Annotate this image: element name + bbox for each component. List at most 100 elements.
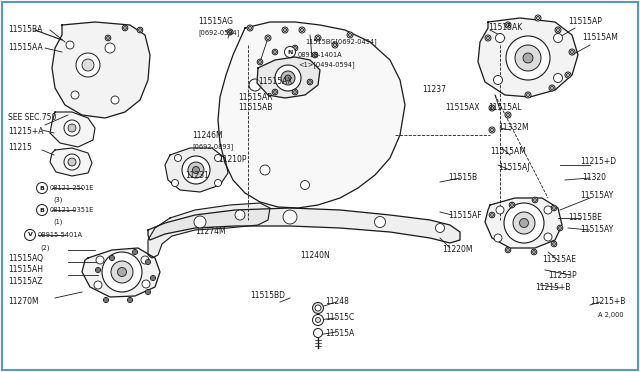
Circle shape: [111, 96, 119, 104]
Circle shape: [495, 33, 504, 42]
Circle shape: [506, 113, 509, 116]
Circle shape: [129, 299, 131, 301]
Circle shape: [532, 251, 536, 253]
Circle shape: [554, 74, 563, 83]
Polygon shape: [165, 148, 228, 192]
Circle shape: [299, 27, 305, 33]
Circle shape: [145, 260, 150, 264]
Text: V: V: [28, 232, 33, 237]
Circle shape: [496, 206, 504, 214]
Circle shape: [520, 218, 529, 228]
Circle shape: [435, 224, 445, 232]
Circle shape: [194, 216, 206, 228]
Circle shape: [494, 234, 502, 242]
Text: 11253P: 11253P: [548, 270, 577, 279]
Text: SEE SEC.750: SEE SEC.750: [8, 113, 56, 122]
Circle shape: [260, 165, 270, 175]
Circle shape: [127, 298, 132, 302]
Circle shape: [317, 36, 319, 39]
Circle shape: [509, 202, 515, 208]
Polygon shape: [50, 112, 95, 147]
Circle shape: [105, 43, 115, 53]
Circle shape: [71, 91, 79, 99]
Text: 11515AX: 11515AX: [445, 103, 479, 112]
Circle shape: [76, 53, 100, 77]
Circle shape: [316, 317, 321, 323]
Circle shape: [333, 44, 337, 46]
Circle shape: [68, 158, 76, 166]
Circle shape: [301, 180, 310, 189]
Circle shape: [247, 25, 253, 31]
Text: 11515BA: 11515BA: [8, 26, 42, 35]
Polygon shape: [478, 18, 578, 97]
Circle shape: [102, 252, 142, 292]
Circle shape: [132, 250, 138, 254]
Circle shape: [489, 212, 495, 218]
Text: 11515AG: 11515AG: [198, 17, 233, 26]
Circle shape: [235, 210, 245, 220]
Circle shape: [64, 154, 80, 170]
Text: 11515AJ: 11515AJ: [498, 164, 529, 173]
Circle shape: [105, 299, 108, 301]
Circle shape: [64, 120, 80, 136]
Text: 11515AK: 11515AK: [488, 23, 522, 32]
Circle shape: [292, 45, 298, 51]
Circle shape: [570, 51, 573, 54]
Text: 11515BD: 11515BD: [250, 291, 285, 299]
Text: 11240N: 11240N: [300, 250, 330, 260]
Circle shape: [505, 112, 511, 118]
Circle shape: [275, 65, 301, 91]
Circle shape: [272, 89, 278, 95]
Circle shape: [559, 227, 561, 230]
Circle shape: [97, 269, 99, 271]
Circle shape: [294, 46, 296, 49]
Circle shape: [555, 27, 561, 33]
Circle shape: [515, 45, 541, 71]
Circle shape: [147, 291, 149, 293]
Circle shape: [109, 256, 115, 260]
Circle shape: [259, 61, 261, 63]
Text: 11215+B: 11215+B: [535, 283, 570, 292]
Polygon shape: [50, 148, 92, 176]
Circle shape: [152, 277, 154, 279]
Circle shape: [188, 162, 204, 178]
Circle shape: [36, 205, 47, 215]
Text: A 2,000: A 2,000: [598, 312, 623, 318]
Text: 11515A: 11515A: [325, 328, 355, 337]
Circle shape: [332, 42, 338, 48]
Text: 11515AE: 11515AE: [542, 256, 576, 264]
Circle shape: [554, 33, 563, 42]
Circle shape: [557, 29, 559, 32]
Circle shape: [214, 154, 221, 161]
Circle shape: [274, 51, 276, 54]
Circle shape: [314, 328, 323, 337]
Circle shape: [307, 79, 313, 85]
Circle shape: [285, 75, 291, 81]
Text: 08121-0351E: 08121-0351E: [50, 207, 94, 213]
Text: 11515AQ: 11515AQ: [8, 253, 43, 263]
Text: 11515C: 11515C: [325, 314, 355, 323]
Circle shape: [134, 251, 136, 253]
Circle shape: [531, 249, 537, 255]
Polygon shape: [52, 22, 150, 118]
Text: 11515AX: 11515AX: [258, 77, 292, 87]
Circle shape: [284, 29, 287, 32]
Circle shape: [248, 26, 252, 29]
Circle shape: [544, 206, 552, 214]
Polygon shape: [257, 57, 320, 98]
Text: 11515AY: 11515AY: [580, 190, 613, 199]
Circle shape: [274, 91, 276, 93]
Circle shape: [139, 29, 141, 31]
Circle shape: [506, 36, 550, 80]
Polygon shape: [82, 248, 160, 297]
Text: 11248: 11248: [325, 298, 349, 307]
Circle shape: [315, 35, 321, 41]
Text: N: N: [287, 49, 292, 55]
Circle shape: [82, 59, 94, 71]
Polygon shape: [148, 203, 270, 258]
Text: 11515BE: 11515BE: [568, 214, 602, 222]
Circle shape: [195, 217, 205, 227]
Circle shape: [347, 32, 353, 38]
Text: 11515AL: 11515AL: [488, 103, 522, 112]
Circle shape: [506, 23, 509, 26]
